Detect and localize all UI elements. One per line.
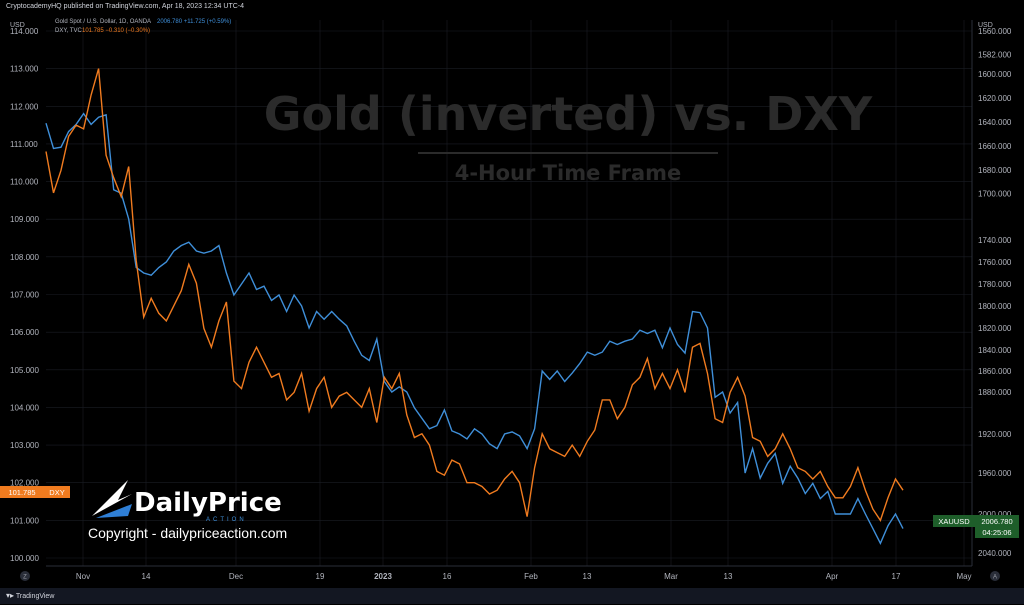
right-tick-label: 1680.000 xyxy=(978,166,1012,175)
dxy-series-line xyxy=(45,68,904,522)
left-tick-label: 100.000 xyxy=(10,554,39,563)
zoom-left-button[interactable] xyxy=(20,571,30,581)
left-axis-unit: USD xyxy=(10,22,25,29)
gold-price-text: 2006.780 xyxy=(981,517,1012,526)
right-tick-label: 1960.000 xyxy=(978,469,1012,478)
left-tick-label: 108.000 xyxy=(10,253,39,262)
gold-price-badge xyxy=(975,515,1019,538)
dxy-price-badge xyxy=(0,486,44,498)
right-tick-label: 1800.000 xyxy=(978,302,1012,311)
legend-gold-title: Gold Spot / U.S. Dollar, 1D, OANDA xyxy=(55,19,151,25)
left-tick-label: 103.000 xyxy=(10,441,39,450)
watermark-subtitle: 4-Hour Time Frame xyxy=(455,161,682,185)
left-tick-label: 112.000 xyxy=(10,102,39,111)
legend[interactable]: Gold Spot / U.S. Dollar, 1D, OANDA 2006.… xyxy=(55,19,231,34)
left-tick-label: 107.000 xyxy=(10,291,39,300)
right-tick-label: 1880.000 xyxy=(978,388,1012,397)
gold-series-line xyxy=(45,112,904,545)
right-tick-label: 1920.000 xyxy=(978,430,1012,439)
time-tick-label: Dec xyxy=(229,572,243,581)
publish-bar: CryptocademyHQ published on TradingView.… xyxy=(0,0,1024,14)
logo-swoosh-accent-icon xyxy=(96,504,132,518)
left-tick-label: 102.000 xyxy=(10,479,39,488)
price-chart[interactable]: Gold (inverted) vs. DXY 4-Hour Time Fram… xyxy=(0,14,1024,588)
dxy-label-badge xyxy=(44,486,70,498)
time-tick-label: 2023 xyxy=(374,572,392,581)
right-tick-label: 1560.000 xyxy=(978,27,1012,36)
time-tick-label: Nov xyxy=(76,572,90,581)
left-tick-label: 113.000 xyxy=(10,65,39,74)
logo-subtext: ACTION xyxy=(206,517,247,523)
right-tick-label: 2000.000 xyxy=(978,510,1012,519)
tradingview-footer: ▾▸ TradingView xyxy=(0,588,1024,604)
logo-swoosh-icon xyxy=(92,480,132,516)
right-tick-label: 1582.000 xyxy=(978,51,1012,60)
right-tick-label: 1860.000 xyxy=(978,367,1012,376)
left-tick-label: 105.000 xyxy=(10,366,39,375)
left-tick-label: 109.000 xyxy=(10,215,39,224)
right-tick-label: 1700.000 xyxy=(978,189,1012,198)
right-tick-label: 1780.000 xyxy=(978,280,1012,289)
dxy-label-text: DXY xyxy=(49,488,64,497)
right-tick-label: 2040.000 xyxy=(978,549,1012,558)
left-tick-label: 106.000 xyxy=(10,328,39,337)
right-axis-unit: USD xyxy=(978,22,993,29)
left-tick-label: 110.000 xyxy=(10,178,39,187)
tradingview-logo-icon: ▾▸ xyxy=(6,591,15,600)
left-tick-label: 111.000 xyxy=(10,140,38,149)
right-axis[interactable]: 1560.000 1582.000 1600.000 1620.000 1640.000… xyxy=(978,27,1012,558)
dxy-price-text: 101.785 xyxy=(8,488,35,497)
gold-label-badge xyxy=(933,515,975,527)
gold-countdown-text: 04:25:06 xyxy=(982,528,1011,537)
left-tick-label: 101.000 xyxy=(10,516,39,525)
right-tick-label: 1740.000 xyxy=(978,236,1012,245)
auto-scale-label: A xyxy=(993,575,997,581)
copyright-text: Copyright - dailypriceaction.com xyxy=(88,525,287,541)
time-tick-label: 16 xyxy=(443,572,452,581)
auto-scale-button[interactable] xyxy=(990,571,1000,581)
legend-dxy-title: DXY, TVC xyxy=(55,28,82,34)
right-tick-label: 1640.000 xyxy=(978,118,1012,127)
tradingview-text: TradingView xyxy=(15,593,55,600)
left-tick-label: 104.000 xyxy=(10,403,39,412)
time-tick-label: Apr xyxy=(826,572,839,581)
right-tick-label: 1620.000 xyxy=(978,94,1012,103)
right-tick-label: 1840.000 xyxy=(978,346,1012,355)
left-tick-label: 114.000 xyxy=(10,27,39,36)
publish-text: CryptocademyHQ published on TradingView.… xyxy=(6,3,244,10)
time-tick-label: 19 xyxy=(316,572,325,581)
gold-label-text: XAUUSD xyxy=(938,517,970,526)
legend-dxy-values: 101.785 −0.310 (−0.30%) xyxy=(82,28,150,34)
watermark-title: Gold (inverted) vs. DXY xyxy=(264,87,873,141)
right-tick-label: 1820.000 xyxy=(978,324,1012,333)
time-tick-label: 13 xyxy=(583,572,592,581)
daily-price-action-logo: DailyPrice ACTION xyxy=(92,480,282,523)
right-tick-label: 1600.000 xyxy=(978,70,1012,79)
time-tick-label: 14 xyxy=(142,572,151,581)
time-tick-label: 13 xyxy=(724,572,733,581)
time-tick-label: Mar xyxy=(664,572,678,581)
right-tick-label: 1760.000 xyxy=(978,258,1012,267)
right-tick-label: 1660.000 xyxy=(978,142,1012,151)
legend-gold-values: 2006.780 +11.725 (+0.59%) xyxy=(157,19,231,25)
time-tick-label: May xyxy=(956,572,971,581)
left-axis[interactable]: 114.000 113.000 112.000 111.000 110.000 109.0… xyxy=(10,27,39,563)
time-tick-label: Feb xyxy=(524,572,538,581)
time-axis[interactable]: Nov 14 Dec 19 2023 16 Feb 13 Mar 13 Apr 17 May xyxy=(76,572,972,581)
grid-lines xyxy=(46,20,973,567)
time-tick-label: 17 xyxy=(892,572,901,581)
zoom-left-label: Z xyxy=(23,575,27,581)
logo-text: DailyPrice xyxy=(134,488,282,518)
